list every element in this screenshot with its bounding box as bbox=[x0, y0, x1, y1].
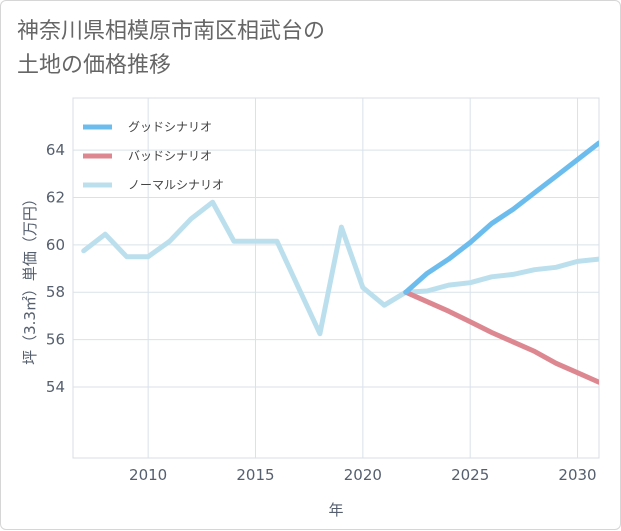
x-tick-label: 2030 bbox=[558, 466, 596, 484]
y-tick-label: 64 bbox=[46, 141, 65, 159]
series-line-1 bbox=[403, 289, 599, 385]
y-tick-label: 56 bbox=[46, 331, 65, 349]
legend-label: バッドシナリオ bbox=[128, 149, 212, 163]
x-tick-label: 2020 bbox=[344, 466, 382, 484]
series-line-0 bbox=[403, 140, 599, 295]
series-line-2 bbox=[81, 199, 599, 337]
x-tick-label: 2015 bbox=[236, 466, 274, 484]
y-tick-label: 58 bbox=[46, 283, 65, 301]
y-tick-label: 60 bbox=[46, 236, 65, 254]
x-tick-label: 2010 bbox=[129, 466, 167, 484]
plot-frame bbox=[72, 97, 600, 459]
legend-label: グッドシナリオ bbox=[128, 120, 212, 134]
y-tick-label: 62 bbox=[46, 188, 65, 206]
chart-title: 神奈川県相模原市南区相武台の 土地の価格推移 bbox=[17, 19, 326, 78]
y-axis-title: 坪（3.3㎡）単価（万円） bbox=[21, 191, 39, 365]
legend-label: ノーマルシナリオ bbox=[128, 178, 224, 192]
x-axis-title: 年 bbox=[328, 501, 343, 519]
y-tick-label: 54 bbox=[46, 378, 65, 396]
x-tick-label: 2025 bbox=[451, 466, 489, 484]
